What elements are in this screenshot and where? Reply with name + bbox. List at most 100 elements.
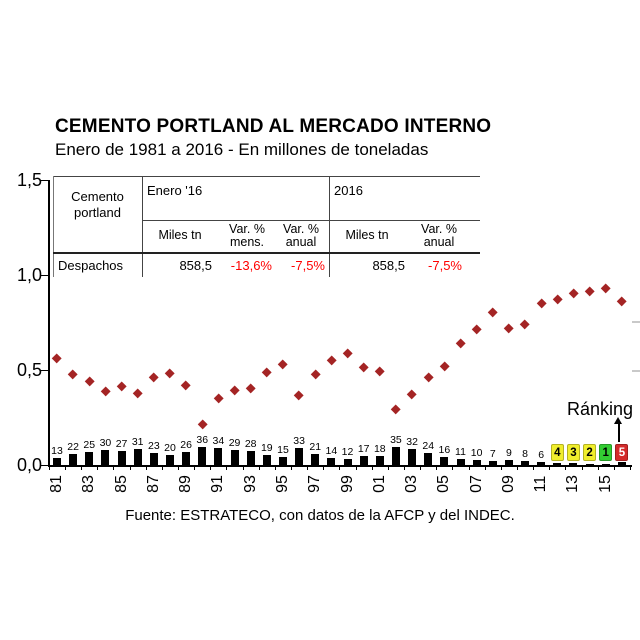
rank-bar <box>85 452 94 465</box>
rank-number-label: 23 <box>147 440 160 452</box>
data-point-diamond <box>180 380 192 392</box>
rank-number-label: 29 <box>228 437 241 449</box>
rank-bar <box>343 459 352 465</box>
y-axis-tick-label: 1,0 <box>16 265 42 285</box>
rank-number-label: 7 <box>489 448 496 460</box>
data-point-diamond <box>519 319 531 330</box>
rank-bar <box>198 447 207 465</box>
rank-number-label: 10 <box>470 447 483 459</box>
x-axis-tick <box>210 466 212 470</box>
rank-number-label: 30 <box>99 437 112 449</box>
x-axis-tick <box>339 466 341 470</box>
x-axis-tick <box>484 466 486 470</box>
col-header-var-anual-1: Var. % anual <box>283 221 319 249</box>
y-axis-tick <box>41 369 48 371</box>
rank-number-label: 31 <box>131 436 144 448</box>
value-miles-tn-enero: 858,5 <box>179 258 212 273</box>
rank-number-label: 33 <box>293 435 305 447</box>
x-axis-tick <box>194 466 196 470</box>
rank-bar <box>472 460 481 465</box>
rank-number-label: 20 <box>164 442 176 454</box>
source-note: Fuente: ESTRATECO, con datos de la AFCP … <box>125 507 515 524</box>
x-axis-year-label: 01 <box>370 475 388 493</box>
data-point-diamond <box>229 385 240 397</box>
data-point-diamond <box>310 369 321 380</box>
data-point-diamond <box>261 367 273 378</box>
rank-number-label: 35 <box>390 434 402 446</box>
col-header-var-mens: Var. % mens. <box>229 221 265 249</box>
x-axis-tick <box>516 466 518 470</box>
rank-number-label: 13 <box>51 445 63 457</box>
x-axis-tick <box>97 466 99 470</box>
rank-bar <box>214 448 223 465</box>
rank-bar <box>488 461 497 465</box>
x-axis-tick <box>113 466 115 470</box>
rank-bar <box>165 455 174 465</box>
data-point-diamond <box>293 390 305 401</box>
rank-number-label: 28 <box>244 438 257 450</box>
x-axis-tick <box>387 466 389 470</box>
x-axis-tick <box>533 466 535 470</box>
x-axis-tick <box>65 466 67 470</box>
data-point-diamond <box>600 283 611 294</box>
rank-bar <box>182 452 191 465</box>
rank-number-label: 27 <box>115 438 128 450</box>
data-point-diamond <box>374 366 386 378</box>
right-edge-tick-2 <box>632 370 640 372</box>
rank-bar <box>585 464 594 465</box>
ranking-arrow-line <box>618 424 620 442</box>
rank-number-label: 24 <box>422 440 435 452</box>
value-var-mens: -13,6% <box>230 258 272 273</box>
row-label-despachos: Despachos <box>58 258 124 273</box>
data-point-diamond <box>390 404 402 416</box>
x-axis-tick <box>81 466 83 470</box>
x-axis-year-label: 81 <box>48 475 65 493</box>
data-point-diamond <box>616 296 628 307</box>
value-var-anual-enero: -7,5% <box>291 258 325 273</box>
rank-number-label: 14 <box>325 445 338 457</box>
rank-bar <box>424 453 433 465</box>
x-axis-year-label: 91 <box>209 475 227 493</box>
rank-number-label: 9 <box>505 447 512 459</box>
rank-bar <box>117 451 126 465</box>
rank-bar <box>408 449 417 465</box>
rank-highlight-box: 2 <box>583 444 597 461</box>
rank-number-label: 6 <box>538 449 545 461</box>
x-axis-year-label: 85 <box>112 475 130 493</box>
data-point-diamond <box>455 338 466 349</box>
x-axis-year-label: 15 <box>596 475 614 493</box>
table-divider-2 <box>329 176 330 277</box>
data-point-diamond <box>342 348 353 360</box>
data-point-diamond <box>148 372 160 383</box>
x-axis-tick <box>226 466 228 470</box>
table-group-underline <box>142 220 480 221</box>
col-header-miles-tn-2: Miles tn <box>345 228 389 243</box>
rank-bar <box>617 462 626 465</box>
rank-bar <box>327 458 336 465</box>
data-point-diamond <box>439 360 450 372</box>
data-point-diamond <box>67 369 79 381</box>
data-point-diamond <box>406 389 418 400</box>
rank-number-label: 21 <box>309 441 322 453</box>
rank-bar <box>456 459 465 465</box>
rank-number-label: 16 <box>438 444 451 456</box>
data-point-diamond <box>277 359 289 370</box>
col-header-var-anual-2: Var. % anual <box>421 221 457 249</box>
data-point-diamond <box>51 353 63 364</box>
rank-number-label: 22 <box>67 441 79 453</box>
x-axis-tick <box>307 466 309 470</box>
x-axis-tick <box>581 466 583 470</box>
x-axis-tick <box>404 466 405 470</box>
table-group-label-2016: 2016 <box>334 183 363 198</box>
rank-highlight-box: 1 <box>599 444 613 461</box>
data-point-diamond <box>584 286 595 298</box>
rank-bar <box>53 458 61 465</box>
ranking-annotation-label: Ránking <box>566 399 634 419</box>
y-axis-tick <box>41 179 48 181</box>
y-axis-tick <box>41 274 48 276</box>
x-axis-tick <box>613 466 615 470</box>
rank-number-label: 17 <box>357 443 370 455</box>
data-point-diamond <box>100 386 111 398</box>
x-axis-tick <box>178 466 180 470</box>
